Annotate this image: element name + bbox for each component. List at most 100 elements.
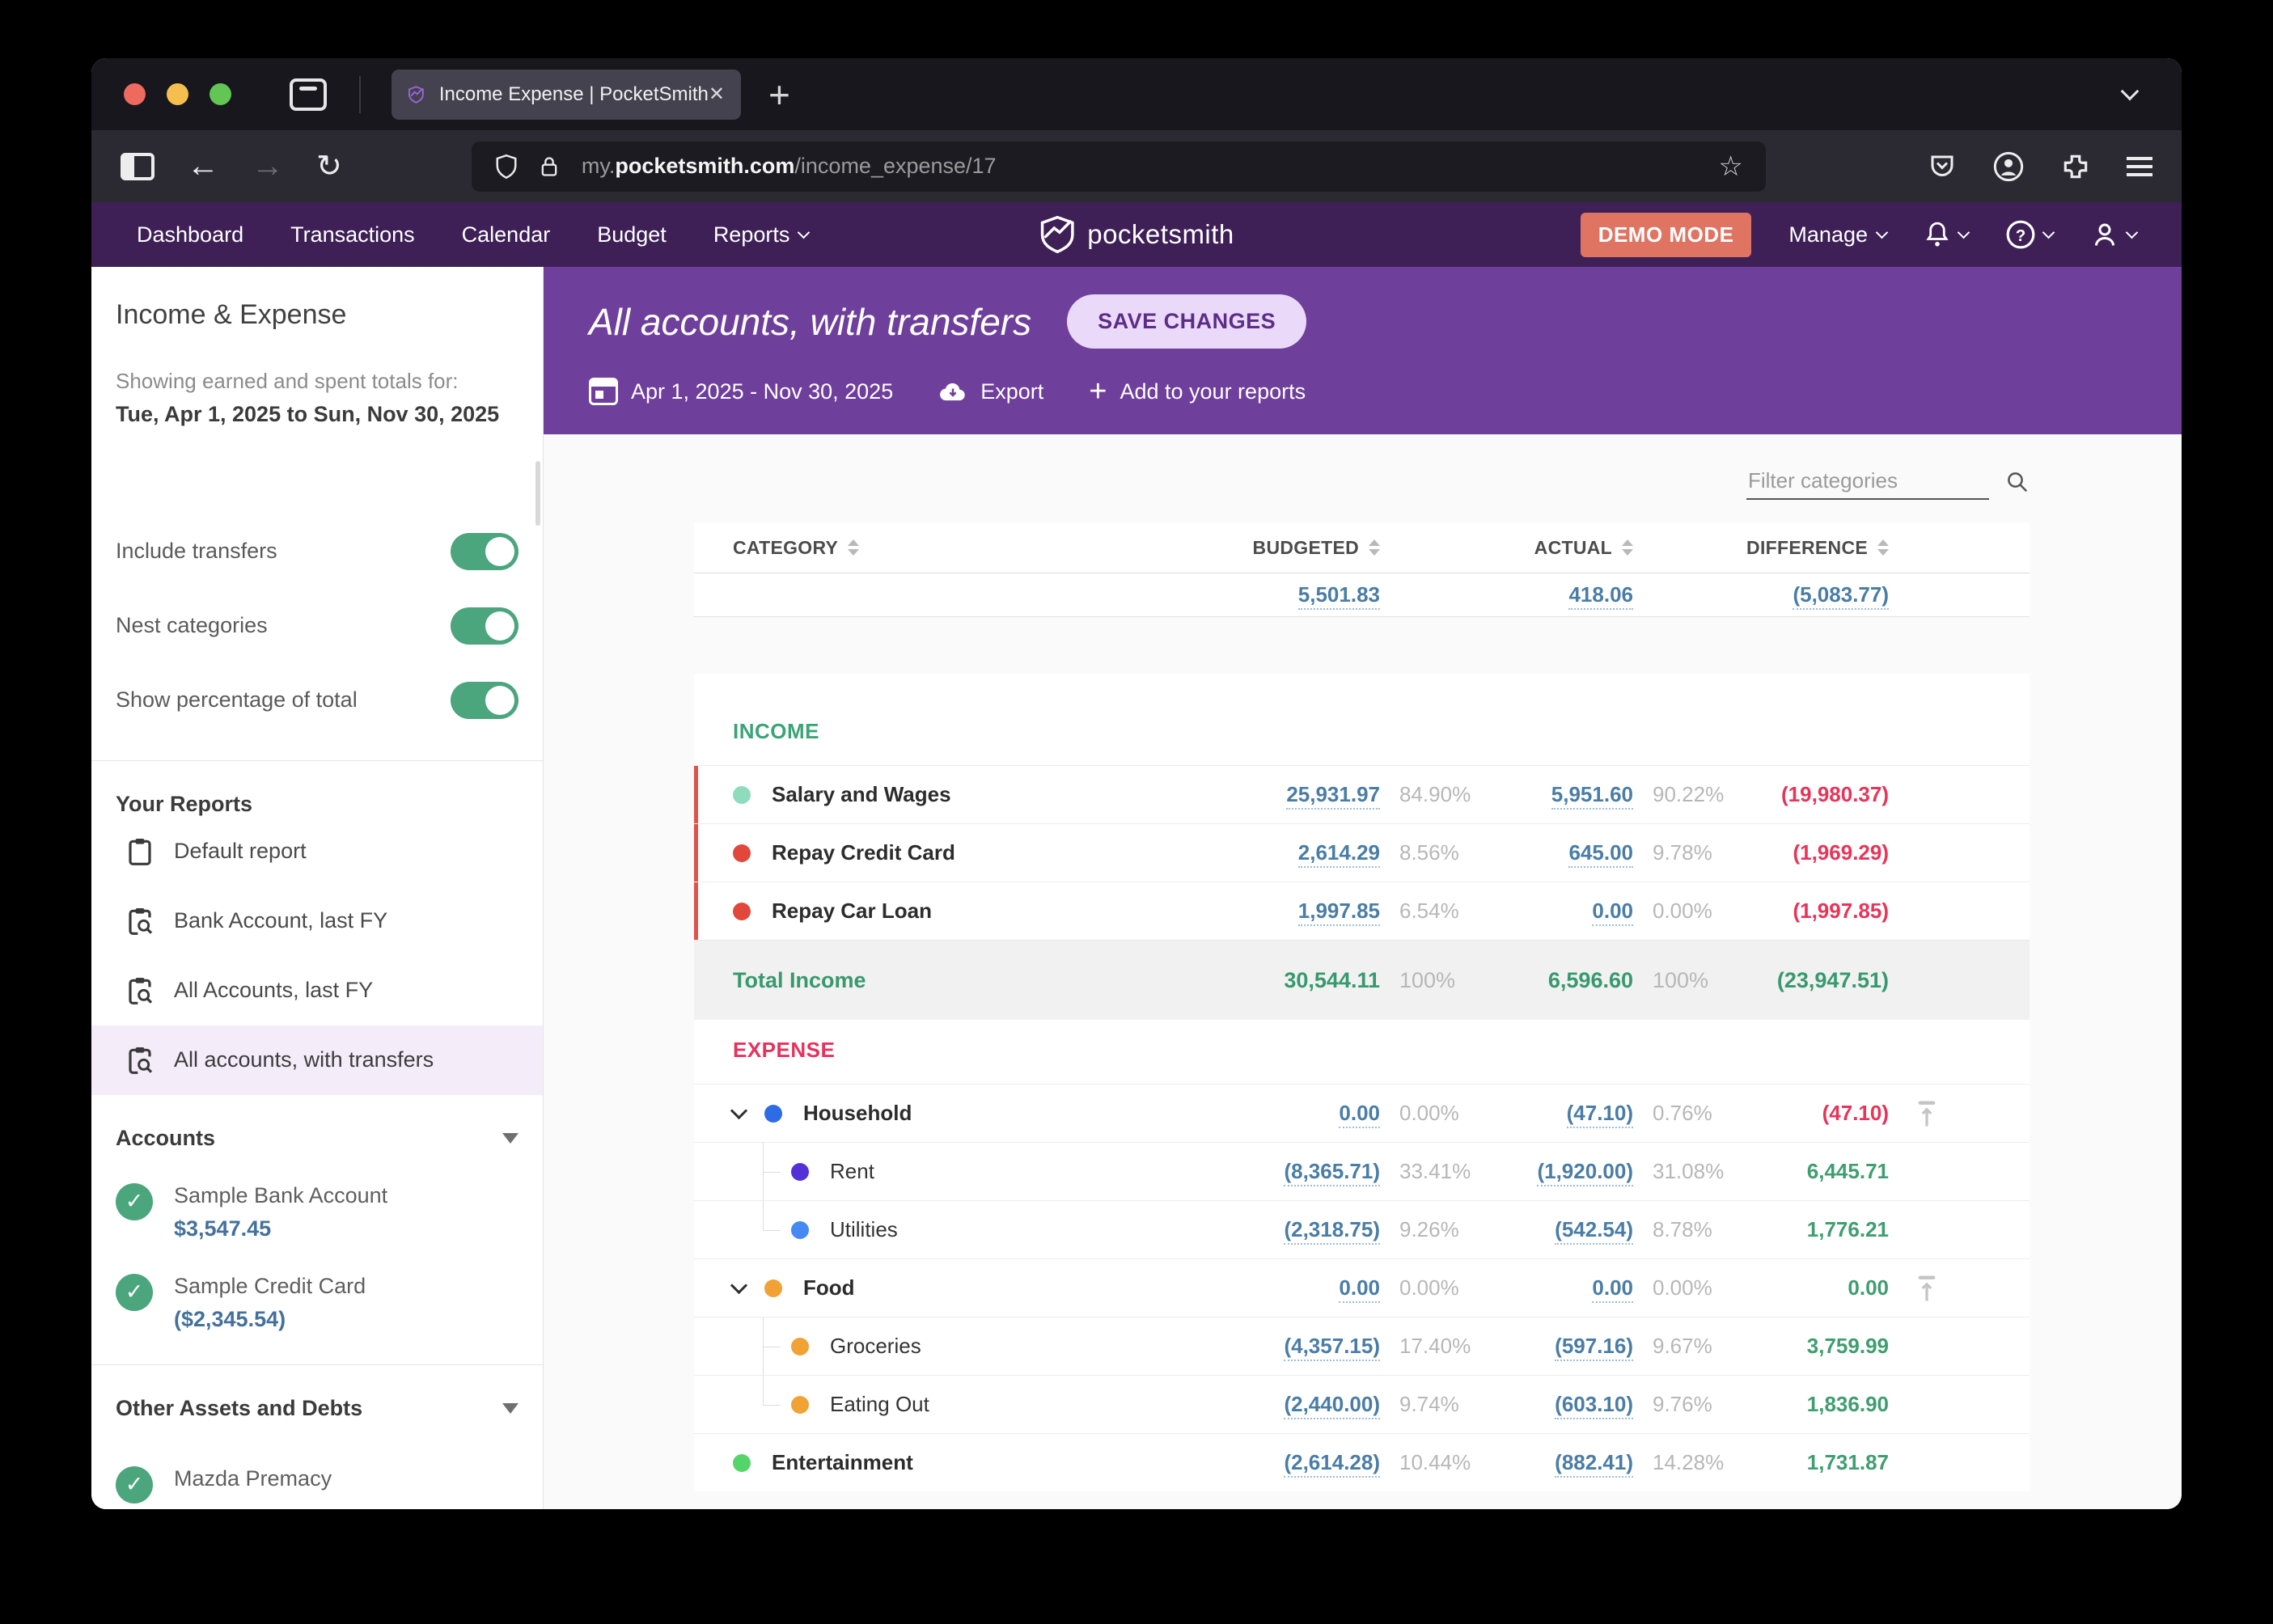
actual-link[interactable]: (603.10) xyxy=(1555,1392,1633,1419)
column-header-budgeted[interactable]: BUDGETED xyxy=(1147,537,1380,559)
show-percentage-toggle[interactable] xyxy=(451,681,519,719)
account-icon[interactable] xyxy=(1992,150,2025,183)
url-bar[interactable]: my.pocketsmith.com/income_expense/17 xyxy=(471,141,1766,192)
extensions-puzzle-icon[interactable] xyxy=(2060,151,2091,182)
bookmark-star-icon[interactable] xyxy=(1718,150,1742,183)
cloud-download-icon xyxy=(940,383,965,401)
back-icon[interactable] xyxy=(187,148,219,184)
nav-budget[interactable]: Budget xyxy=(597,222,667,247)
forward-icon[interactable] xyxy=(252,148,284,184)
column-header-difference[interactable]: DIFFERENCE xyxy=(1746,537,1889,559)
add-to-reports-button[interactable]: Add to your reports xyxy=(1120,379,1306,404)
save-changes-button[interactable]: SAVE CHANGES xyxy=(1067,294,1307,349)
category-name[interactable]: Entertainment xyxy=(772,1450,913,1474)
actual-link[interactable]: 0.00 xyxy=(1592,1275,1633,1303)
actual-link[interactable]: (47.10) xyxy=(1566,1101,1633,1128)
check-icon[interactable] xyxy=(116,1182,153,1220)
nav-dashboard[interactable]: Dashboard xyxy=(137,222,244,247)
list-all-tabs-icon[interactable] xyxy=(2120,82,2140,100)
category-name[interactable]: Groceries xyxy=(830,1334,921,1358)
nav-calendar[interactable]: Calendar xyxy=(461,222,551,247)
chevron-down-icon[interactable] xyxy=(730,1276,748,1294)
sort-icon xyxy=(1369,539,1380,556)
sidebar-scrollbar[interactable] xyxy=(535,461,540,526)
actual-link[interactable]: 645.00 xyxy=(1568,840,1633,868)
budgeted-link[interactable]: 1,997.85 xyxy=(1297,899,1380,926)
actual-link[interactable]: 0.00 xyxy=(1592,899,1633,926)
sidebar-item-bank-account-last-fy[interactable]: Bank Account, last FY xyxy=(91,886,543,956)
category-name[interactable]: Household xyxy=(803,1101,912,1125)
sidebar-toggle-icon[interactable] xyxy=(121,152,154,180)
budgeted-link[interactable]: (4,357.15) xyxy=(1284,1334,1380,1361)
actual-link[interactable]: (597.16) xyxy=(1555,1334,1633,1361)
notifications-menu[interactable] xyxy=(1924,220,1970,249)
close-window-button[interactable] xyxy=(124,83,146,105)
export-button[interactable]: Export xyxy=(938,379,1043,404)
category-name[interactable]: Repay Credit Card xyxy=(772,840,955,865)
close-tab-icon[interactable] xyxy=(709,82,725,106)
check-icon[interactable] xyxy=(116,1273,153,1311)
maximize-window-button[interactable] xyxy=(210,83,231,105)
browser-tab[interactable]: Income Expense | PocketSmith xyxy=(392,69,741,120)
user-menu[interactable] xyxy=(2090,220,2139,249)
include-transfers-toggle[interactable] xyxy=(451,532,519,570)
account-item-mazda-premacy[interactable]: Mazda Premacy xyxy=(116,1465,519,1503)
other-assets-heading[interactable]: Other Assets and Debts xyxy=(116,1396,519,1421)
budgeted-link[interactable]: (2,614.28) xyxy=(1284,1450,1380,1478)
budgeted-link[interactable]: (8,365.71) xyxy=(1284,1159,1380,1186)
summary-difference-link[interactable]: (5,083.77) xyxy=(1793,582,1889,610)
actual-link[interactable]: (542.54) xyxy=(1555,1217,1633,1245)
account-item-sample-bank[interactable]: Sample Bank Account $3,547.45 xyxy=(116,1182,519,1241)
category-name[interactable]: Eating Out xyxy=(830,1392,929,1416)
column-header-category[interactable]: CATEGORY xyxy=(694,537,1147,559)
actual-link[interactable]: 5,951.60 xyxy=(1551,782,1633,810)
budgeted-link[interactable]: 25,931.97 xyxy=(1286,782,1380,810)
category-name[interactable]: Repay Car Loan xyxy=(772,899,932,923)
category-name[interactable]: Salary and Wages xyxy=(772,782,951,806)
category-name[interactable]: Food xyxy=(803,1275,855,1300)
difference-value: (47.10) xyxy=(1822,1101,1889,1125)
account-balance[interactable]: $3,547.45 xyxy=(174,1216,272,1241)
category-color-dot xyxy=(791,1337,809,1355)
account-balance[interactable]: ($2,345.54) xyxy=(174,1306,286,1331)
summary-budgeted-link[interactable]: 5,501.83 xyxy=(1297,582,1380,610)
nav-reports[interactable]: Reports xyxy=(713,222,811,247)
nav-transactions[interactable]: Transactions xyxy=(290,222,415,247)
nest-categories-toggle[interactable] xyxy=(451,607,519,645)
nav-manage[interactable]: Manage xyxy=(1788,222,1889,247)
budgeted-link[interactable]: (2,440.00) xyxy=(1284,1392,1380,1419)
category-name[interactable]: Utilities xyxy=(830,1217,898,1241)
search-icon[interactable] xyxy=(2005,470,2030,494)
category-name[interactable]: Rent xyxy=(830,1159,874,1183)
sidebar-item-all-accounts-last-fy[interactable]: All Accounts, last FY xyxy=(91,956,543,1026)
reload-icon[interactable] xyxy=(316,148,342,184)
demo-mode-badge: DEMO MODE xyxy=(1580,212,1752,257)
account-item-sample-credit-card[interactable]: Sample Credit Card ($2,345.54) xyxy=(116,1273,519,1332)
column-header-actual[interactable]: ACTUAL xyxy=(1495,537,1633,559)
actual-link[interactable]: (882.41) xyxy=(1555,1450,1633,1478)
shield-icon[interactable] xyxy=(494,153,519,180)
pin-to-top-icon[interactable] xyxy=(1912,1272,1941,1305)
budgeted-link[interactable]: 0.00 xyxy=(1339,1101,1380,1128)
minimize-window-button[interactable] xyxy=(167,83,188,105)
actual-link[interactable]: (1,920.00) xyxy=(1537,1159,1633,1186)
sidebar-item-default-report[interactable]: Default report xyxy=(91,817,543,886)
menu-hamburger-icon[interactable] xyxy=(2127,156,2152,160)
sidebar-item-all-accounts-with-transfers[interactable]: All accounts, with transfers xyxy=(91,1025,543,1095)
new-tab-button[interactable] xyxy=(768,76,790,113)
check-icon[interactable] xyxy=(116,1465,153,1503)
firefox-view-icon[interactable] xyxy=(290,78,327,111)
accounts-heading[interactable]: Accounts xyxy=(116,1126,519,1151)
filter-categories-input[interactable] xyxy=(1746,463,1989,500)
budgeted-link[interactable]: 2,614.29 xyxy=(1297,840,1380,868)
pocket-icon[interactable] xyxy=(1928,152,1957,181)
chevron-down-icon[interactable] xyxy=(730,1102,748,1119)
help-menu[interactable]: ? xyxy=(2005,219,2055,250)
budgeted-link[interactable]: (2,318.75) xyxy=(1284,1217,1380,1245)
summary-actual-link[interactable]: 418.06 xyxy=(1568,582,1633,610)
pocketsmith-logo[interactable]: pocketsmith xyxy=(1039,215,1234,254)
tree-line xyxy=(763,1376,764,1405)
date-range-picker[interactable]: Apr 1, 2025 - Nov 30, 2025 xyxy=(589,378,893,405)
budgeted-link[interactable]: 0.00 xyxy=(1339,1275,1380,1303)
pin-to-top-icon[interactable] xyxy=(1912,1097,1941,1130)
